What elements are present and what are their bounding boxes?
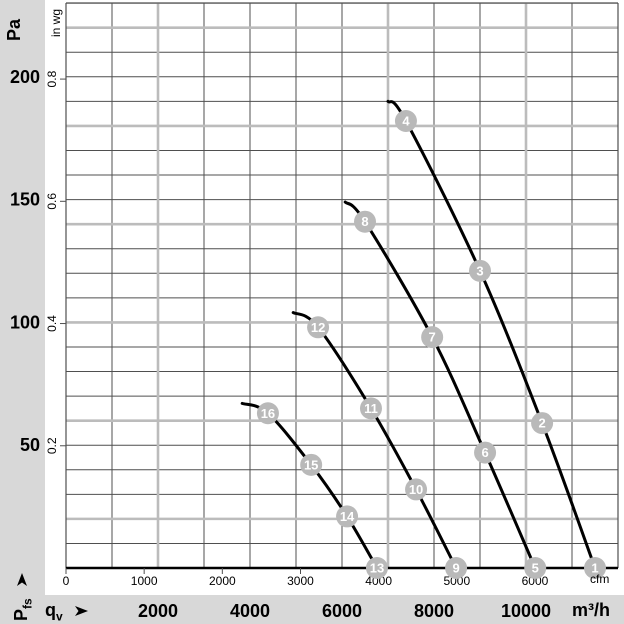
cfm-tick-label: 5000 [443, 574, 470, 588]
operating-point-label-15: 15 [304, 457, 318, 472]
qv-main: q [45, 600, 56, 620]
operating-point-label-11: 11 [364, 401, 378, 416]
operating-point-label-14: 14 [340, 509, 355, 524]
operating-point-14 [336, 505, 359, 528]
operating-point-label-7: 7 [429, 330, 436, 345]
operating-point-label-8: 8 [361, 214, 368, 229]
inwg-tick-label: 0.6 [45, 193, 59, 210]
m3h-tick-label: 6000 [322, 601, 362, 621]
operating-point-label-13: 13 [370, 561, 384, 576]
operating-point-5 [524, 557, 547, 579]
cfm-tick-label: 1000 [131, 574, 158, 588]
bottom-axis-bar [0, 595, 624, 624]
qv-sub: v [56, 609, 63, 624]
pfs-direction-arrow-icon [17, 573, 28, 587]
inwg-tick-label: 0.8 [45, 70, 59, 87]
pa-tick-label: 200 [10, 67, 40, 87]
cfm-tick-label: 6000 [522, 574, 549, 588]
operating-point-16 [256, 402, 279, 425]
operating-point-label-4: 4 [402, 114, 410, 129]
grid-dark-lines [65, 2, 619, 568]
operating-point-label-1: 1 [591, 561, 598, 576]
pa-tick-label: 150 [10, 190, 40, 210]
operating-point-13 [365, 557, 388, 579]
operating-point-label-5: 5 [532, 561, 539, 576]
operating-point-label-9: 9 [452, 561, 459, 576]
operating-point-label-12: 12 [311, 320, 325, 335]
pa-tick-label: 50 [20, 435, 40, 455]
plot-border [65, 2, 619, 568]
operating-point-7 [421, 326, 444, 349]
pa-tick-label: 100 [10, 312, 40, 332]
operating-point-4 [394, 110, 417, 133]
m3h-tick-label: 8000 [414, 601, 454, 621]
operating-point-15 [300, 453, 323, 476]
operating-point-label-2: 2 [538, 416, 545, 431]
cfm-tick-label: 3000 [287, 574, 314, 588]
grid-light-lines [66, 3, 618, 568]
inwg-tick-label: 0.4 [45, 315, 59, 332]
operating-point-1 [584, 557, 606, 579]
m3h-tick-label: 10000 [501, 601, 551, 621]
operating-point-9 [445, 557, 468, 579]
y-axis-name: Pfs [8, 529, 35, 621]
pfs-main: P [11, 608, 31, 621]
qv-direction-arrow-icon [74, 606, 88, 617]
inwg-tick-label: 0.2 [45, 437, 59, 454]
operating-point-3 [469, 259, 491, 282]
m3h-tick-label: 2000 [138, 601, 178, 621]
operating-point-label-10: 10 [409, 482, 423, 497]
m3h-unit-label: m³/h [572, 600, 610, 620]
x-axis-name: qv [45, 599, 105, 624]
operating-point-6 [474, 441, 497, 464]
operating-point-10 [405, 478, 428, 501]
pa-unit-label: Pa [4, 18, 24, 42]
cfm-unit-label: cfm [590, 572, 610, 586]
fan-curve-2 [343, 200, 537, 570]
operating-point-2 [531, 412, 554, 435]
cfm-tick-label: 0 [63, 574, 70, 588]
operating-point-8 [354, 210, 376, 233]
m3h-tick-label: 4000 [230, 601, 270, 621]
inwg-unit-label: in wg [49, 9, 63, 38]
left-axis-bar [0, 0, 45, 624]
cfm-tick-label: 2000 [209, 574, 236, 588]
operating-point-11 [359, 397, 382, 420]
operating-point-12 [307, 316, 330, 339]
operating-point-label-16: 16 [261, 406, 275, 421]
fan-curve-3 [291, 311, 458, 570]
pfs-sub: fs [20, 598, 35, 609]
operating-point-label-6: 6 [481, 445, 488, 460]
operating-point-label-3: 3 [476, 263, 483, 278]
